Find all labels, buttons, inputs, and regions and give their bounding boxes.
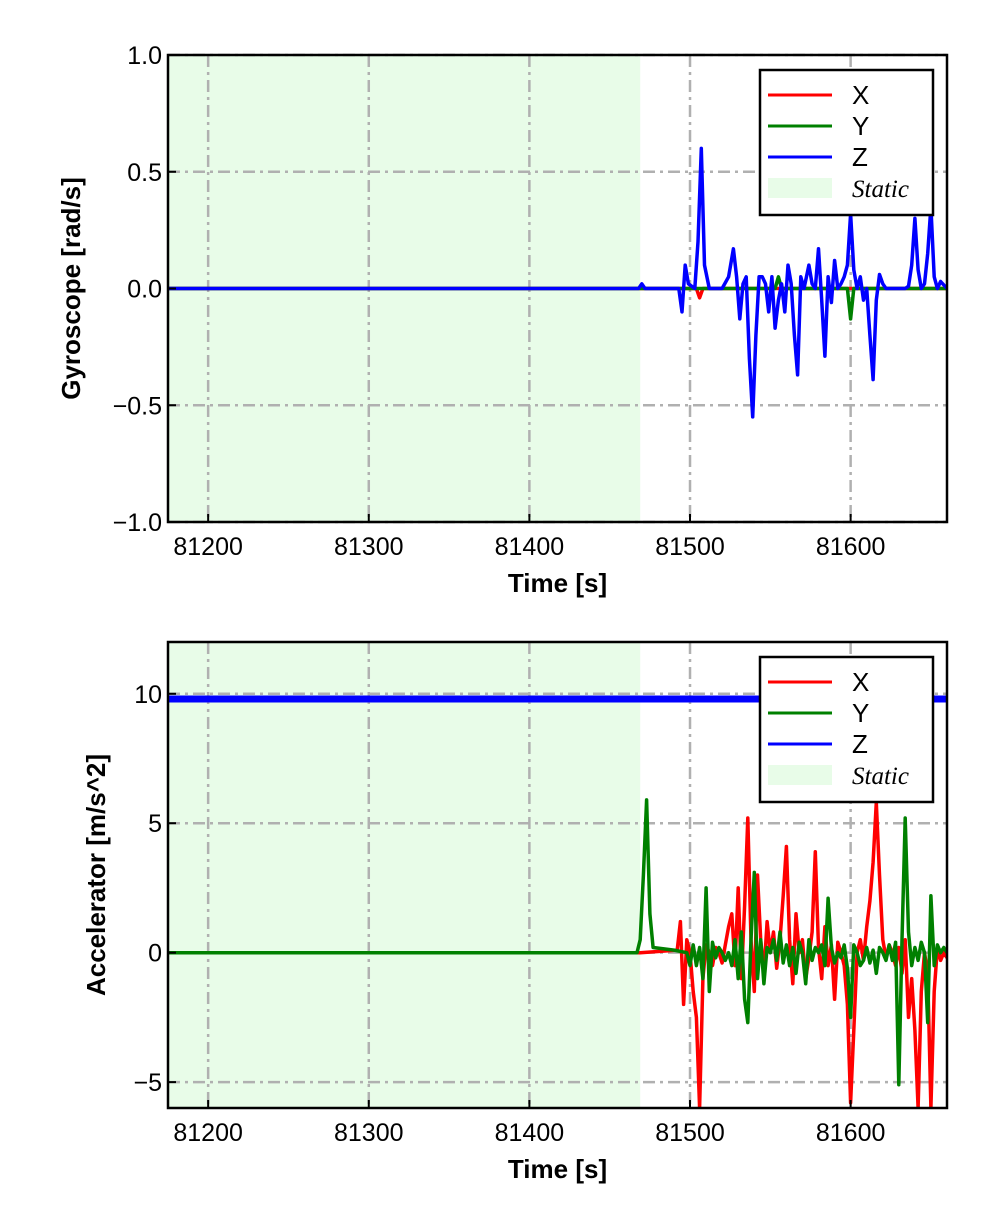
accelerator-x-tick-label: 81200 bbox=[173, 1119, 243, 1147]
accelerator-x-tick-label: 81500 bbox=[655, 1119, 725, 1147]
gyroscope-y-axis-title: Gyroscope [rad/s] bbox=[56, 177, 86, 400]
gyroscope-y-tick-label: 0.0 bbox=[127, 276, 162, 304]
gyroscope-legend-z-label: Z bbox=[852, 142, 868, 172]
accelerator-y-tick-label: 5 bbox=[148, 810, 162, 838]
accelerator-y-tick-label: 10 bbox=[134, 681, 162, 709]
gyroscope-series bbox=[168, 146, 947, 419]
accelerator-x-tick-label: 81400 bbox=[495, 1119, 565, 1147]
gyroscope-legend-static-label: Static bbox=[852, 176, 909, 203]
accelerator-legend-x-label: X bbox=[852, 667, 869, 697]
gyroscope-x-tick-label: 81400 bbox=[495, 533, 565, 561]
accelerator-x-axis-title: Time [s] bbox=[508, 1154, 607, 1184]
gyroscope-y-tick-label: −1.0 bbox=[113, 509, 162, 537]
gyroscope-panel: 81200 81300 81400 81500 81600 −1.0 −0.5 0.0 0.5 1… bbox=[56, 42, 949, 598]
gyroscope-series-z-line bbox=[168, 146, 947, 419]
accelerator-ticks: 81200 81300 81400 81500 81600 −5 0 5 10 bbox=[133, 681, 885, 1147]
accelerator-x-tick-label: 81600 bbox=[816, 1119, 886, 1147]
gyroscope-y-tick-label: 0.5 bbox=[127, 159, 162, 187]
gyroscope-x-tick-label: 81500 bbox=[655, 533, 725, 561]
accelerator-y-axis-title: Accelerator [m/s^2] bbox=[81, 754, 111, 996]
gyroscope-x-tick-label: 81200 bbox=[173, 533, 243, 561]
gyroscope-legend-y-label: Y bbox=[852, 111, 869, 141]
gyroscope-x-tick-label: 81600 bbox=[816, 533, 886, 561]
accelerator-series-y-line bbox=[168, 798, 947, 1087]
gyroscope-ticks: 81200 81300 81400 81500 81600 −1.0 −0.5 0.0 0.5 1… bbox=[113, 42, 886, 561]
gyroscope-legend-static-swatch bbox=[768, 178, 832, 198]
accelerator-y-tick-label: 0 bbox=[148, 940, 162, 968]
accelerator-plot-frame bbox=[166, 640, 949, 1110]
gyroscope-y-tick-label: −0.5 bbox=[113, 392, 162, 420]
accelerator-legend-static-label: Static bbox=[852, 763, 909, 790]
accelerator-legend-y-label: Y bbox=[852, 698, 869, 728]
gyroscope-x-axis-title: Time [s] bbox=[508, 568, 607, 598]
accelerator-legend: X Y Z Static bbox=[758, 655, 935, 804]
gyroscope-x-tick-label: 81300 bbox=[334, 533, 404, 561]
static-region bbox=[168, 642, 641, 1108]
accelerator-panel: 81200 81300 81400 81500 81600 −5 0 5 10 Time [s]… bbox=[81, 640, 949, 1184]
accelerator-legend-static-swatch bbox=[768, 765, 832, 785]
gyroscope-y-tick-label: 1.0 bbox=[127, 42, 162, 70]
accelerator-y-tick-label: −5 bbox=[133, 1069, 162, 1097]
accelerator-legend-z-label: Z bbox=[852, 729, 868, 759]
gyroscope-legend-x-label: X bbox=[852, 80, 869, 110]
accelerator-x-tick-label: 81300 bbox=[334, 1119, 404, 1147]
gyroscope-legend: X Y Z Static bbox=[758, 68, 935, 217]
